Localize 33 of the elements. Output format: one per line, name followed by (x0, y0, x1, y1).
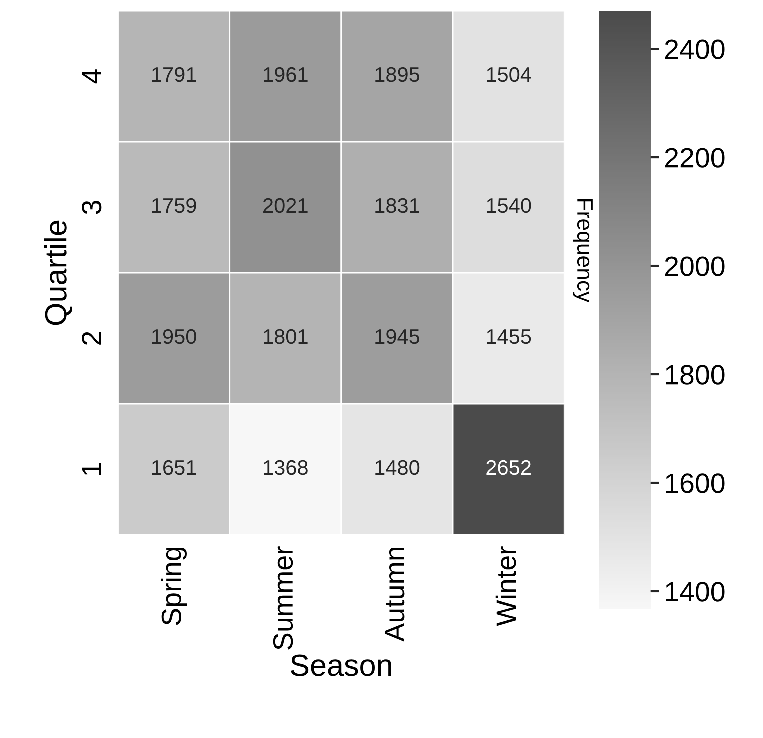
data-label: 2652 (486, 460, 531, 476)
data-label: 1540 (487, 198, 532, 214)
x-tick-label: Spring (161, 548, 188, 626)
data-label: 1455 (487, 330, 532, 344)
data-label: 1791 (152, 67, 196, 82)
data-label: 1945 (376, 329, 420, 344)
y-tick-label: 2 (82, 332, 102, 345)
color-bar-label: 1400 (666, 582, 725, 602)
data-label: 1801 (264, 329, 308, 344)
data-label: 1950 (152, 329, 196, 344)
color-bar-label: 2200 (665, 148, 725, 168)
y-tick-label: 4 (82, 70, 102, 84)
data-label: 1831 (376, 198, 420, 214)
data-label: 1504 (487, 67, 532, 82)
data-label: 1895 (376, 67, 420, 82)
data-label: 2021 (264, 198, 308, 214)
data-label: 1961 (264, 67, 308, 82)
data-label: 1480 (376, 460, 420, 476)
data-label: 1368 (264, 460, 308, 476)
y-axis-title: Quartile (44, 220, 72, 326)
color-bar-label: 2000 (665, 256, 725, 276)
y-tick-label: 3 (82, 201, 102, 214)
color-bar-label: 2400 (665, 40, 725, 60)
color-bar-title: Frequency (573, 200, 593, 303)
color-bar-label: 1600 (666, 474, 725, 494)
x-tick-label: Summer (273, 546, 294, 650)
y-tick-label: 1 (82, 463, 102, 476)
x-tick-label: Winter (496, 546, 516, 626)
x-tick-label: Autumn (385, 548, 405, 642)
color-bar-label: 1800 (666, 365, 725, 385)
data-label: 1651 (152, 460, 196, 476)
data-label: 1759 (152, 198, 196, 214)
x-axis-title: Season (291, 654, 392, 676)
